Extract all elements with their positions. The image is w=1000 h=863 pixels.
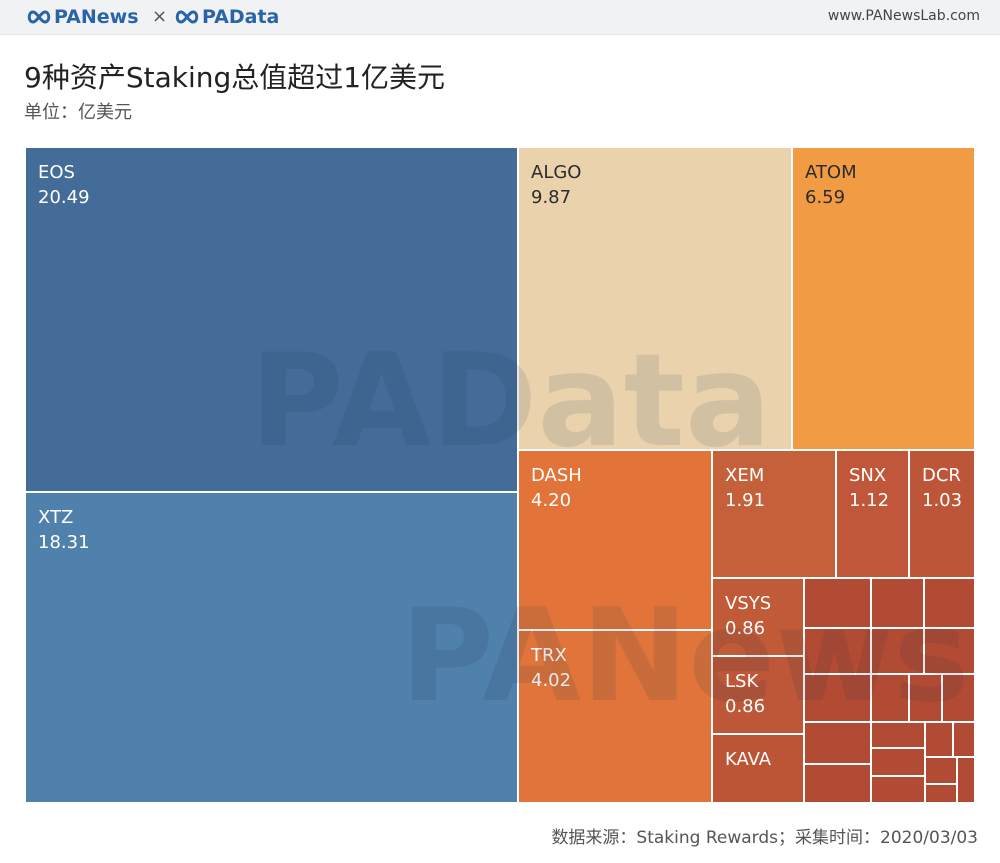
site-url[interactable]: www.PANewsLab.com xyxy=(827,8,980,24)
cell-name-kava: KAVA xyxy=(725,749,772,770)
cell-name-trx: TRX xyxy=(530,645,567,666)
treemap-cell-small-6[interactable] xyxy=(923,627,976,675)
treemap-cell-small-1[interactable] xyxy=(803,577,872,629)
treemap-cell-eos[interactable] xyxy=(24,146,519,493)
brand-separator: × xyxy=(152,6,168,27)
cell-value-lsk: 0.86 xyxy=(725,696,765,717)
cell-name-dcr: DCR xyxy=(922,465,961,486)
watermark-padata: PAData xyxy=(250,327,771,476)
treemap-cell-dcr[interactable] xyxy=(908,449,976,579)
treemap-cell-small-5[interactable] xyxy=(870,627,925,675)
watermark-panews: PANews xyxy=(400,582,970,731)
infinity-icon xyxy=(175,10,199,24)
cell-value-atom: 6.59 xyxy=(805,187,845,208)
cell-value-dcr: 1.03 xyxy=(922,490,962,511)
cell-name-dash: DASH xyxy=(531,465,582,486)
treemap-cell-small-11[interactable] xyxy=(803,721,872,765)
cell-value-dash: 4.20 xyxy=(531,490,571,511)
brand-panews: PANews xyxy=(54,6,139,28)
cell-name-algo: ALGO xyxy=(531,162,581,183)
cell-value-xtz: 18.31 xyxy=(38,532,90,553)
cell-value-eos: 20.49 xyxy=(38,187,90,208)
cell-name-atom: ATOM xyxy=(805,162,857,183)
treemap-cell-trx[interactable] xyxy=(517,629,713,804)
treemap-cell-kava[interactable] xyxy=(711,733,805,804)
treemap-cell-small-19[interactable] xyxy=(924,783,958,804)
cell-name-xtz: XTZ xyxy=(38,507,73,528)
top-bar: PANews × PAData www.PANewsLab.com xyxy=(0,0,1000,35)
cell-value-algo: 9.87 xyxy=(531,187,571,208)
treemap-cell-small-9[interactable] xyxy=(908,673,943,723)
treemap-cell-small-20[interactable] xyxy=(956,756,976,804)
chart-title: 9种资产Staking总值超过1亿美元 xyxy=(24,61,446,94)
brand-padata: PAData xyxy=(202,6,280,28)
cell-name-xem: XEM xyxy=(725,465,764,486)
panews-logo: PANews xyxy=(26,6,139,28)
treemap-cell-small-4[interactable] xyxy=(803,627,872,675)
treemap-cell-atom[interactable] xyxy=(791,146,976,451)
cell-name-lsk: LSK xyxy=(725,671,759,692)
treemap-cell-small-16[interactable] xyxy=(870,747,926,777)
chart-subtitle: 单位：亿美元 xyxy=(24,102,132,123)
cell-value-vsys: 0.86 xyxy=(725,618,765,639)
treemap-cell-small-18[interactable] xyxy=(924,756,958,785)
infinity-icon xyxy=(27,10,51,24)
cell-name-vsys: VSYS xyxy=(725,593,771,614)
cell-value-xem: 1.91 xyxy=(725,490,765,511)
treemap-cell-small-15[interactable] xyxy=(803,763,872,804)
treemap-cell-dash[interactable] xyxy=(517,449,713,631)
padata-logo: PAData xyxy=(174,6,279,28)
cell-value-trx: 4.02 xyxy=(531,670,571,691)
treemap-cell-small-17[interactable] xyxy=(870,775,926,804)
treemap-cell-small-3[interactable] xyxy=(923,577,976,629)
cell-name-eos: EOS xyxy=(38,162,75,183)
cell-value-snx: 1.12 xyxy=(849,490,889,511)
data-source: 数据来源：Staking Rewards；采集时间：2020/03/03 xyxy=(551,828,978,848)
cell-name-snx: SNX xyxy=(849,465,886,486)
